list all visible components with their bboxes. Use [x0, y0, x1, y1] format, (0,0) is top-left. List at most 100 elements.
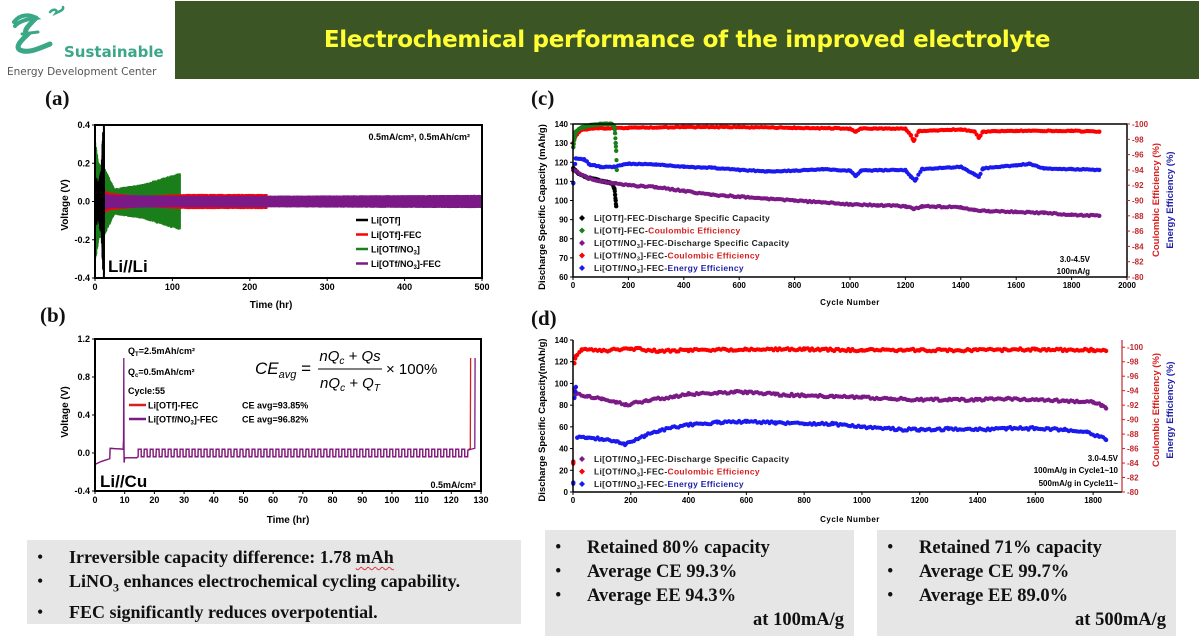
data-point: [686, 422, 691, 427]
y-tick-label: 20: [559, 466, 568, 475]
data-point: [587, 162, 592, 167]
x-tick-label: 80: [328, 495, 338, 505]
y-tick-label: 140: [555, 120, 569, 129]
y-tick-label: 1.2: [77, 334, 90, 344]
chart-c-legend: Li[OTf]-FEC-Discharge Specific Capacity L…: [579, 213, 789, 275]
legend-marker-icon: [579, 240, 585, 246]
data-point: [737, 194, 742, 199]
data-point: [908, 133, 914, 138]
legend-marker-icon: [579, 481, 585, 487]
x-tick-label: 2000: [1118, 281, 1136, 290]
data-point: [681, 124, 686, 130]
data-point: [686, 392, 691, 397]
data-point: [709, 165, 714, 170]
x-tick-label: 70: [298, 495, 308, 505]
data-point: [975, 347, 980, 353]
y-tick-label: 60: [559, 423, 568, 432]
chart-d-y2-ce-label: Coulombic Efficiency (%): [1151, 353, 1162, 467]
y2-tick-label: -96: [1132, 151, 1144, 160]
data-point: [859, 347, 865, 353]
data-point: [847, 126, 853, 131]
data-point: [1103, 437, 1109, 443]
data-point: [958, 164, 963, 169]
summary-item: LiNO3 enhances electrochemical cycling c…: [27, 569, 521, 600]
data-point: [888, 396, 893, 401]
summary-rate: at 100mA/g: [753, 610, 844, 630]
data-point: [671, 394, 677, 399]
y-tick-label: -0.4: [74, 486, 90, 496]
logo: Sustainable Energy Development Center: [0, 0, 174, 82]
data-point: [830, 394, 836, 399]
y-tick-label: 0.4: [77, 120, 90, 130]
data-point: [614, 167, 619, 173]
data-point: [1096, 434, 1102, 439]
legend-label: Li[OTf/NO3]-FEC-Coulombic Efficiency: [594, 251, 760, 263]
chart-d-voltage-range: 3.0-4.5V: [1088, 454, 1119, 463]
data-point: [744, 419, 749, 424]
data-point: [1090, 399, 1096, 405]
data-point: [686, 347, 691, 353]
x-tick-label: 0: [571, 281, 576, 290]
data-point: [802, 421, 807, 427]
x-tick-label: 800: [788, 281, 802, 290]
summary-box-100mag: Retained 80% capacity Average CE 99.3% A…: [545, 530, 854, 636]
chart-d-legend: Li[OTf/NO3]-FEC-Discharge Specific Capac…: [579, 454, 789, 491]
data-point: [1033, 397, 1038, 402]
data-point: [598, 179, 603, 184]
data-point: [622, 402, 628, 408]
y-tick-label: -0.4: [74, 273, 90, 283]
y-tick-label: 80: [559, 401, 568, 410]
x-tick-label: 1800: [1063, 281, 1081, 290]
data-point: [612, 124, 617, 130]
x-tick-label: 120: [444, 495, 459, 505]
chart-d-current-1: 100mA/g in Cycle1~10: [1034, 466, 1119, 475]
data-point: [626, 161, 631, 166]
legend-label: Li[OTf/NO3]: [371, 245, 420, 257]
legend-label: Li[OTf]-FEC: [148, 401, 199, 411]
y-tick-label: -0.2: [74, 235, 90, 245]
y-tick-label: 0: [564, 488, 569, 497]
data-point: [1033, 426, 1038, 431]
data-point: [715, 420, 720, 425]
svg-text:nQc + Qs: nQc + Qs: [319, 348, 381, 367]
data-point: [613, 198, 618, 203]
data-point: [847, 168, 853, 173]
data-point: [573, 161, 578, 167]
x-tick-label: 20: [149, 495, 159, 505]
data-point: [1014, 128, 1019, 134]
data-point: [917, 427, 922, 432]
y-tick-label: 120: [555, 358, 569, 367]
logo-subtitle: Energy Development Center: [7, 66, 157, 78]
data-point: [773, 392, 778, 397]
data-point: [573, 384, 579, 390]
data-point: [1004, 426, 1009, 431]
x-tick-label: 400: [682, 496, 696, 505]
data-point: [919, 166, 925, 172]
data-point: [792, 198, 797, 203]
data-point: [573, 389, 578, 394]
data-point: [820, 200, 825, 205]
series-li-otf-no3-fec-coulombic-efficiency: [571, 124, 1102, 146]
data-point: [917, 128, 922, 134]
data-point: [744, 389, 749, 395]
data-point: [976, 135, 981, 140]
data-point: [853, 173, 858, 179]
y2-tick-label: -100: [1127, 343, 1144, 352]
data-point: [1097, 213, 1102, 218]
y2-tick-label: -86: [1127, 445, 1139, 454]
data-point: [573, 129, 578, 134]
x-tick-label: 1400: [969, 496, 987, 505]
data-point: [858, 126, 864, 131]
x-tick-label: 400: [397, 282, 412, 292]
data-point: [847, 202, 853, 207]
data-point: [792, 125, 797, 130]
chart-b-current: 0.5mA/cm²: [430, 480, 476, 490]
y2-tick-label: -100: [1132, 120, 1149, 129]
legend-label: Li[OTf]: [371, 216, 401, 226]
data-point: [626, 125, 631, 130]
data-point: [908, 174, 914, 179]
chart-d-y2-ee-label: Energy Efficiency (%): [1165, 361, 1176, 458]
y2-tick-label: -88: [1127, 430, 1139, 439]
